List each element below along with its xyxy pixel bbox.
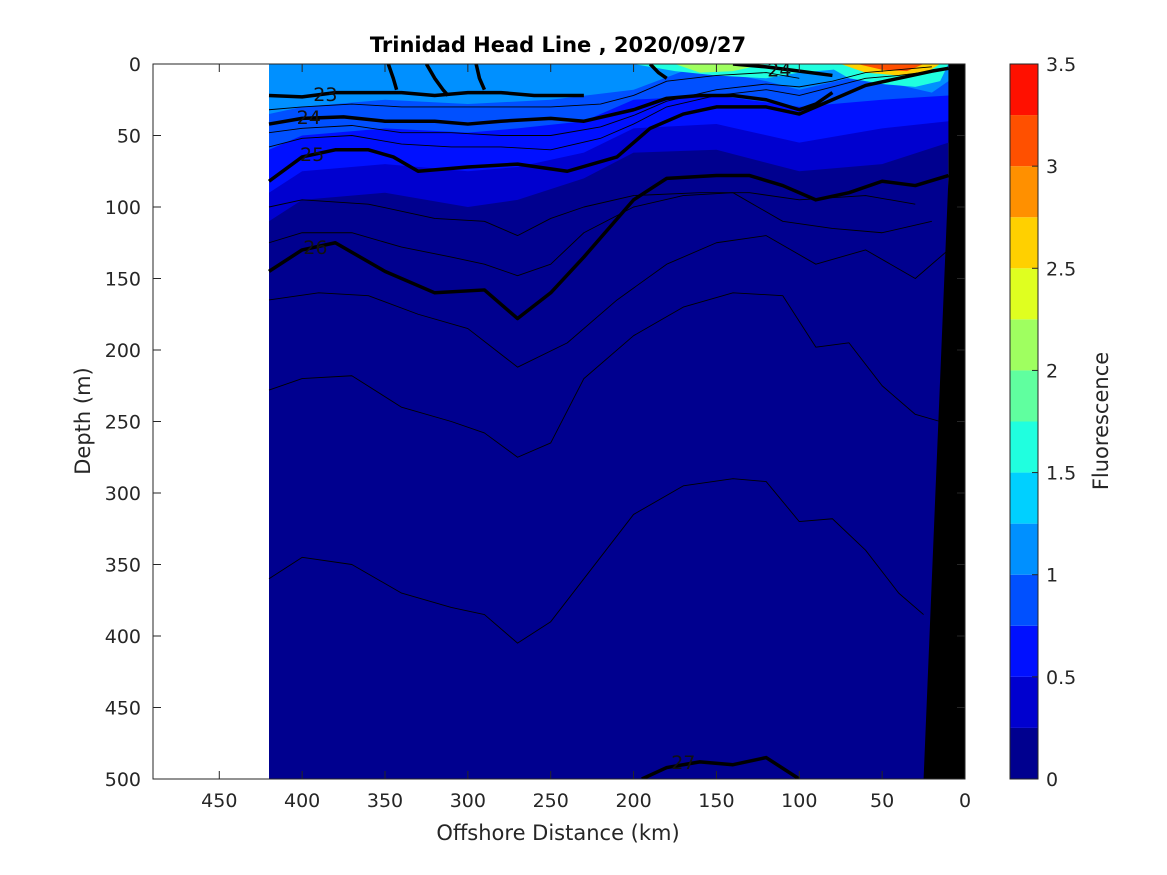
x-tick-label-5: 200 [615,790,651,812]
y-tick-label-4: 200 [105,340,141,362]
colorbar-segment-8 [1010,319,1038,371]
density-contour-8 [268,173,949,321]
y-tick-label-3: 150 [105,269,141,291]
y-tick-label-2: 100 [105,197,141,219]
bottom-profile-shape [923,64,965,779]
x-tick-label-7: 100 [781,790,817,812]
colorbar-label: Fluorescence [1089,352,1113,490]
y-tick-label-5: 250 [105,412,141,434]
colorbar-tick-label-2: 1 [1046,565,1058,587]
colorbar-tick-label-3: 1.5 [1046,463,1076,485]
colorbar-tick-label-5: 2.5 [1046,258,1076,280]
colorbar-segment-5 [1010,472,1038,524]
colorbar: 0 0.5 1 1.5 2 2.5 3 3.5 [1009,54,1076,791]
density-contour-6 [732,64,833,78]
colorbar-segment-1 [1010,676,1038,728]
x-axis-label: Offshore Distance (km) [436,821,679,845]
density-contour-13 [268,192,916,237]
contour-label-7: 25 [300,144,324,166]
density-contour-7 [267,66,949,183]
colorbar-segment-3 [1010,574,1038,626]
colorbar-segment-13 [1010,64,1038,116]
colorbar-segment-4 [1010,523,1038,575]
colorbar-segment-2 [1010,625,1038,677]
colorbar-segment-6 [1010,421,1038,473]
x-tick-label-6: 150 [698,790,734,812]
x-axis: 450 400 350 300 250 200 150 100 50 0 [201,64,971,812]
colorbar-segment-11 [1010,166,1038,218]
x-tick-label-9: 0 [959,790,971,812]
field-band-3 [269,64,949,115]
chart-title: Trinidad Head Line , 2020/09/27 [370,33,746,57]
y-tick-label-7: 350 [105,555,141,577]
colorbar-tick-label-6: 3 [1046,156,1058,178]
density-contour-4 [648,64,668,80]
x-tick-label-2: 350 [367,790,403,812]
x-tick-label-8: 50 [870,790,894,812]
contour-label-6: 24 [767,60,791,82]
colorbar-tick-label-7: 3.5 [1046,54,1076,76]
density-contour-15 [268,70,932,151]
density-contour-17 [268,72,800,111]
bottom-profile [923,64,965,779]
contour-label-0: 23 [313,84,337,106]
colorbar-segment-0 [1010,727,1038,779]
density-contour-5 [268,91,834,126]
colorbar-segment-12 [1010,115,1038,167]
colorbar-segment-7 [1010,370,1038,422]
contour-label-9: 27 [671,752,695,774]
density-contour-10 [268,235,949,368]
x-tick-label-4: 250 [533,790,569,812]
y-tick-label-6: 300 [105,483,141,505]
density-contour-3 [474,64,487,91]
density-contour-9 [641,755,801,779]
y-axis: 0 50 100 150 200 250 300 350 400 450 500 [105,54,965,791]
y-tick-label-9: 450 [105,698,141,720]
contour-label-5: 24 [297,107,321,129]
x-tick-label-0: 450 [201,790,237,812]
density-contour-11 [268,292,941,458]
density-contour-2 [424,64,450,97]
y-tick-label-0: 0 [129,54,141,76]
x-tick-label-1: 400 [284,790,320,812]
y-tick-label-10: 500 [105,769,141,791]
contour-label-8: 26 [303,237,327,259]
density-contour-14 [268,192,932,277]
colorbar-frame [1009,63,1039,780]
density-contour-12 [268,478,924,644]
colorbar-segment-9 [1010,268,1038,320]
colorbar-tick-label-4: 2 [1046,360,1058,382]
colorbar-segment-10 [1010,217,1038,269]
density-contour-16 [268,66,932,136]
y-axis-label: Depth (m) [71,367,95,474]
fluorescence-field [269,64,949,779]
y-tick-label-8: 400 [105,626,141,648]
density-contour-0 [268,90,584,99]
y-tick-label-1: 50 [117,126,141,148]
x-tick-label-3: 300 [450,790,486,812]
density-contour-1 [386,64,399,91]
colorbar-tick-label-1: 0.5 [1046,667,1076,689]
colorbar-tick-label-0: 0 [1046,769,1058,791]
